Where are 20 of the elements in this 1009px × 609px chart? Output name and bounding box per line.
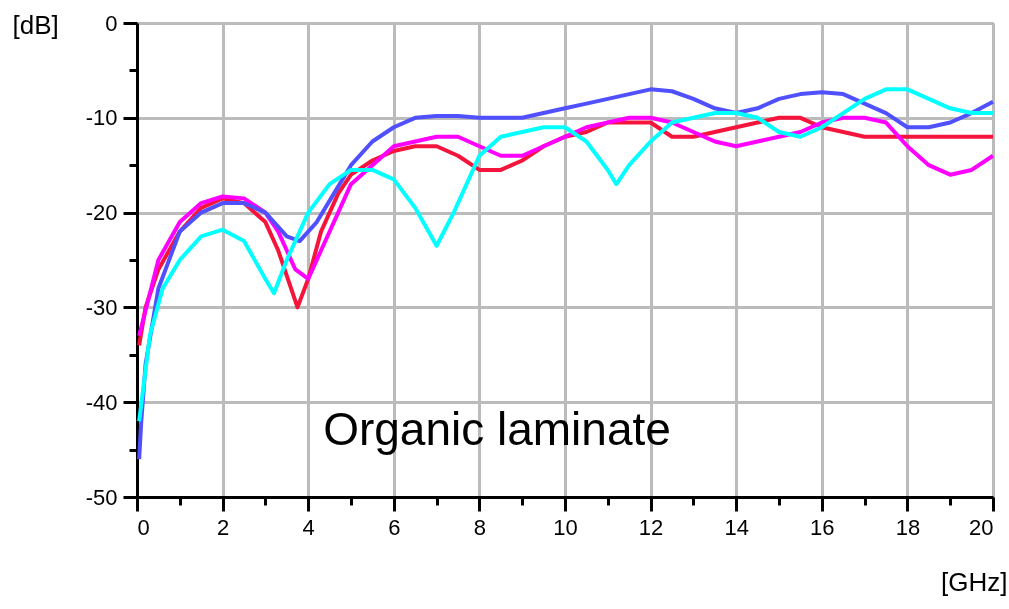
y-tick-label: -40 [85, 389, 118, 415]
x-tick-label: 8 [473, 514, 487, 540]
x-tick-label: 4 [302, 514, 315, 540]
y-axis-title: [dB] [12, 9, 59, 40]
x-tick-label: 20 [969, 514, 994, 540]
x-tick-label: 6 [388, 514, 401, 540]
x-tick-label: 10 [553, 514, 578, 540]
x-tick-label: 16 [810, 514, 835, 540]
y-tick-label: -10 [85, 105, 118, 131]
x-tick-label: 2 [216, 514, 230, 540]
y-tick-label: 0 [105, 10, 118, 36]
y-tick-label: -30 [85, 294, 118, 320]
y-tick-label: -20 [85, 200, 118, 226]
y-tick-label: -50 [85, 484, 118, 510]
x-tick-label: 18 [895, 514, 921, 540]
annotation: Organic laminate [323, 403, 671, 455]
x-tick-label: 14 [724, 514, 749, 540]
x-tick-label: 0 [137, 514, 150, 540]
x-axis-title: [GHz] [941, 566, 1008, 597]
x-tick-label: 12 [638, 514, 664, 540]
